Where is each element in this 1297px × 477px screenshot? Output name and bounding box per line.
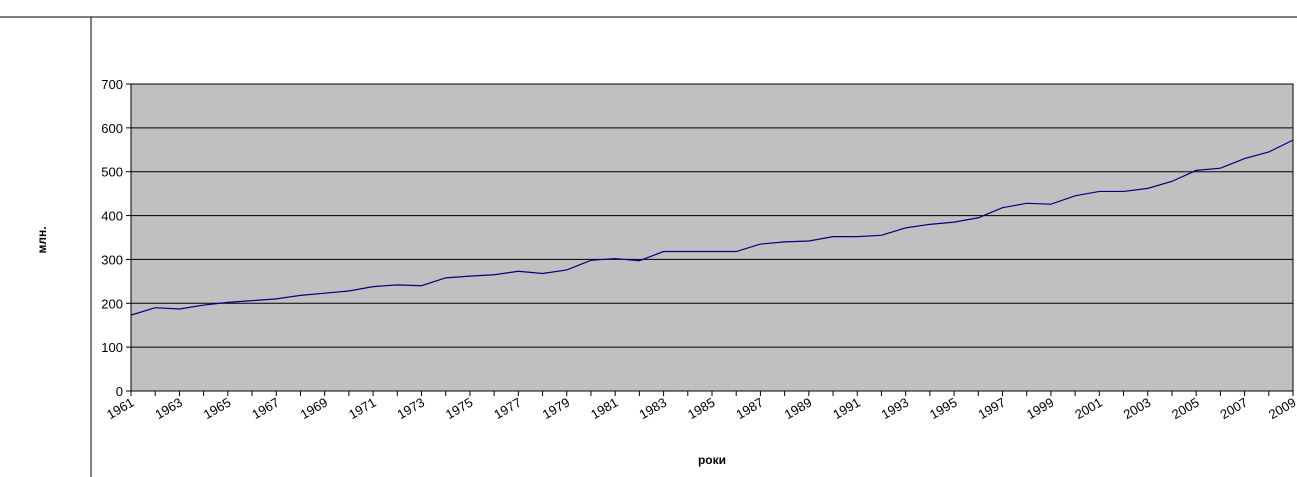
y-tick-label: 100 (101, 340, 123, 355)
x-tick-label: 1995 (927, 395, 960, 422)
x-tick-label: 2005 (1169, 395, 1202, 422)
x-tick-label: 1971 (346, 395, 379, 422)
x-tick-label: 1963 (152, 395, 185, 422)
x-tick-label: 1973 (394, 395, 427, 422)
x-tick-label: 1977 (491, 395, 524, 422)
y-tick-label: 700 (101, 77, 123, 92)
x-tick-label: 1985 (685, 395, 718, 422)
x-tick-label: 1961 (104, 395, 137, 422)
x-tick-label: 1981 (588, 395, 621, 422)
x-tick-label: 2001 (1072, 395, 1105, 422)
y-tick-label: 500 (101, 165, 123, 180)
y-tick-label: 0 (116, 384, 123, 399)
x-tick-label: 2003 (1121, 395, 1154, 422)
x-tick-label: 1965 (201, 395, 234, 422)
x-tick-label: 1993 (879, 395, 912, 422)
x-tick-label: 1997 (975, 395, 1008, 422)
y-tick-label: 600 (101, 121, 123, 136)
x-tick-label: 1969 (298, 395, 331, 422)
x-tick-label: 1983 (637, 395, 670, 422)
x-tick-label: 2007 (1218, 395, 1251, 422)
y-axis-label: млн. (35, 226, 49, 253)
x-tick-label: 1967 (249, 395, 282, 422)
data-line (130, 139, 1294, 316)
x-tick-label: 1987 (733, 395, 766, 422)
x-tick-label: 1989 (782, 395, 815, 422)
x-tick-label: 2009 (1266, 395, 1297, 422)
x-axis-label: роки (698, 453, 726, 467)
y-tick-label: 200 (101, 296, 123, 311)
x-tick-label: 1979 (540, 395, 573, 422)
x-tick-label: 1975 (443, 395, 476, 422)
x-tick-label: 1991 (830, 395, 863, 422)
plot-area (130, 83, 1294, 392)
x-tick-label: 1999 (1024, 395, 1057, 422)
y-tick-label: 300 (101, 252, 123, 267)
y-tick-label: 400 (101, 209, 123, 224)
